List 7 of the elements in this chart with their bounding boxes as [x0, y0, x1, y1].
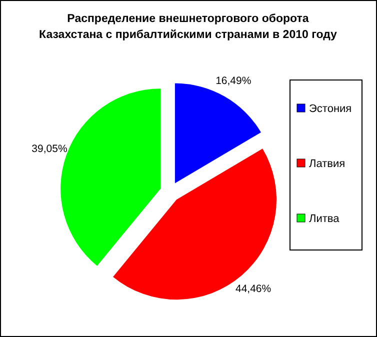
legend-label: Латвия	[309, 158, 346, 170]
chart-title: Распределение внешнеторгового оборота Казахстана с прибалтийскими странами в 2010 году	[39, 13, 338, 41]
legend-label: Литва	[309, 213, 340, 225]
legend-label: Эстония	[309, 103, 352, 115]
data-label: 39,05%	[32, 142, 68, 155]
data-label: 16,49%	[216, 74, 252, 87]
data-label: 44,46%	[236, 283, 272, 296]
